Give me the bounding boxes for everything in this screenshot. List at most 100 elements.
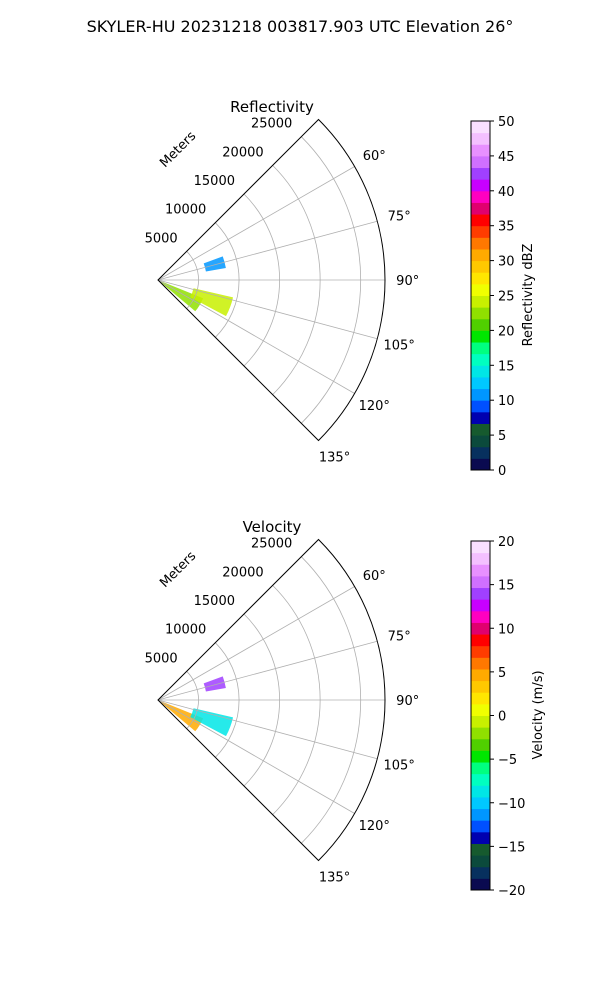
colorbar-tick-label: 15: [498, 359, 515, 374]
range-tick-label: 10000: [165, 203, 206, 218]
azimuth-tick-label: 105°: [384, 759, 415, 774]
velocity-radial-label: Meters: [157, 549, 199, 591]
colorbar-swatch: [471, 785, 490, 798]
colorbar-swatch: [471, 703, 490, 716]
reflectivity-colorbar-label: Reflectivity dBZ: [521, 244, 536, 347]
range-tick-label: 20000: [222, 565, 263, 580]
azimuth-tick-label: 90°: [396, 274, 419, 289]
colorbar-swatch: [471, 272, 490, 285]
colorbar-swatch: [471, 365, 490, 378]
colorbar-swatch: [471, 762, 490, 775]
colorbar-tick-label: 0: [498, 710, 506, 725]
colorbar-swatch: [471, 400, 490, 413]
colorbar-swatch: [471, 575, 490, 589]
colorbar-swatch: [471, 727, 490, 740]
azimuth-tick-label: 120°: [359, 819, 390, 834]
azimuth-tick-label: 135°: [319, 451, 350, 466]
colorbar-swatch: [471, 342, 490, 355]
colorbar-swatch: [471, 634, 490, 647]
azimuth-line-1: [157, 640, 378, 701]
velocity-colorbar: −20 −15 −10 −5 0 5 10 15 20: [470, 535, 525, 899]
colorbar-swatch: [471, 622, 490, 635]
colorbar-swatch: [471, 155, 490, 169]
colorbar-swatch: [471, 132, 490, 145]
colorbar-swatch: [471, 738, 490, 751]
colorbar-swatch: [471, 388, 490, 401]
azimuth-line-3: [157, 699, 378, 760]
colorbar-tick-label: 50: [498, 115, 515, 130]
azimuth-tick-label: 105°: [384, 339, 415, 354]
colorbar-swatch: [471, 353, 490, 366]
colorbar-tick-label: 40: [498, 185, 515, 200]
echo-region-0: [160, 281, 204, 312]
colorbar-swatch: [471, 423, 490, 436]
azimuth-line-0: [157, 586, 355, 701]
colorbar-swatch: [471, 167, 490, 180]
colorbar-tick-label: 10: [498, 622, 515, 637]
colorbar-swatch: [471, 202, 490, 215]
figure-suptitle: SKYLER-HU 20231218 003817.903 UTC Elevat…: [87, 17, 514, 36]
range-tick-label: 25000: [251, 117, 292, 132]
colorbar-swatch: [471, 190, 490, 203]
reflectivity-colorbar: 0 5 10 15 20 25 30 35 40 45 50: [470, 115, 515, 479]
echo-region-1: [190, 288, 234, 317]
colorbar-swatch: [471, 680, 490, 693]
colorbar-tick-label: 5: [498, 429, 506, 444]
colorbar-tick-label: 20: [498, 324, 515, 339]
azimuth-tick-label: 60°: [363, 569, 386, 584]
velocity-panel: Velocity 5000 10000 15000 20000 25000 60° 75° 9…: [145, 518, 546, 899]
colorbar-swatch: [471, 295, 490, 308]
azimuth-tick-label: 75°: [388, 629, 411, 644]
range-tick-label: 10000: [165, 623, 206, 638]
colorbar-swatch: [471, 541, 490, 554]
colorbar-tick-label: 0: [498, 464, 506, 479]
azimuth-tick-label: 60°: [363, 149, 386, 164]
colorbar-swatch: [471, 808, 490, 821]
echo-region-2: [203, 256, 226, 272]
colorbar-swatch: [471, 307, 490, 320]
colorbar-tick-label: 5: [498, 666, 506, 681]
range-tick-label: 25000: [251, 537, 292, 552]
colorbar-swatch: [471, 599, 490, 612]
colorbar-swatch: [471, 855, 490, 868]
colorbar-swatch: [471, 376, 490, 390]
azimuth-tick-label: 90°: [396, 694, 419, 709]
colorbar-swatch: [471, 435, 490, 448]
colorbar-tick-label: −15: [498, 840, 525, 855]
range-tick-label: 15000: [194, 174, 235, 189]
azimuth-tick-label: 75°: [388, 209, 411, 224]
colorbar-swatch: [471, 750, 490, 763]
colorbar-swatch: [471, 878, 490, 891]
azimuth-line-4: [157, 699, 355, 814]
colorbar-tick-label: 25: [498, 290, 515, 305]
azimuth-line-3: [157, 279, 378, 340]
colorbar-tick-label: 15: [498, 579, 515, 594]
colorbar-swatch: [471, 552, 490, 565]
colorbar-tick-label: 10: [498, 394, 515, 409]
colorbar-swatch: [471, 645, 490, 658]
colorbar-swatch: [471, 237, 490, 250]
range-tick-label: 15000: [194, 594, 235, 609]
colorbar-swatch: [471, 587, 490, 600]
colorbar-swatch: [471, 458, 490, 471]
colorbar-swatch: [471, 610, 490, 623]
colorbar-tick-label: −10: [498, 797, 525, 812]
colorbar-swatch: [471, 446, 490, 459]
colorbar-swatch: [471, 668, 490, 682]
sector-frame: [157, 538, 386, 862]
colorbar-swatch: [471, 773, 490, 786]
velocity-colorbar-label: Velocity (m/s): [531, 670, 546, 759]
azimuth-tick-label: 135°: [319, 871, 350, 886]
velocity-polar-plot: 5000 10000 15000 20000 25000 60° 75° 90° 105° 120…: [145, 537, 420, 886]
azimuth-line-0: [157, 166, 355, 281]
colorbar-swatch: [471, 796, 490, 810]
colorbar-tick-label: −20: [498, 884, 525, 899]
colorbar-swatch: [471, 715, 490, 728]
reflectivity-polar-plot: 5000 10000 15000 20000 25000 60° 75° 90° 105° 120…: [145, 117, 420, 466]
range-tick-label: 20000: [222, 145, 263, 160]
colorbar-swatch: [471, 260, 490, 273]
colorbar-swatch: [471, 657, 490, 670]
echo-region-1: [190, 708, 234, 737]
colorbar-swatch: [471, 318, 490, 331]
